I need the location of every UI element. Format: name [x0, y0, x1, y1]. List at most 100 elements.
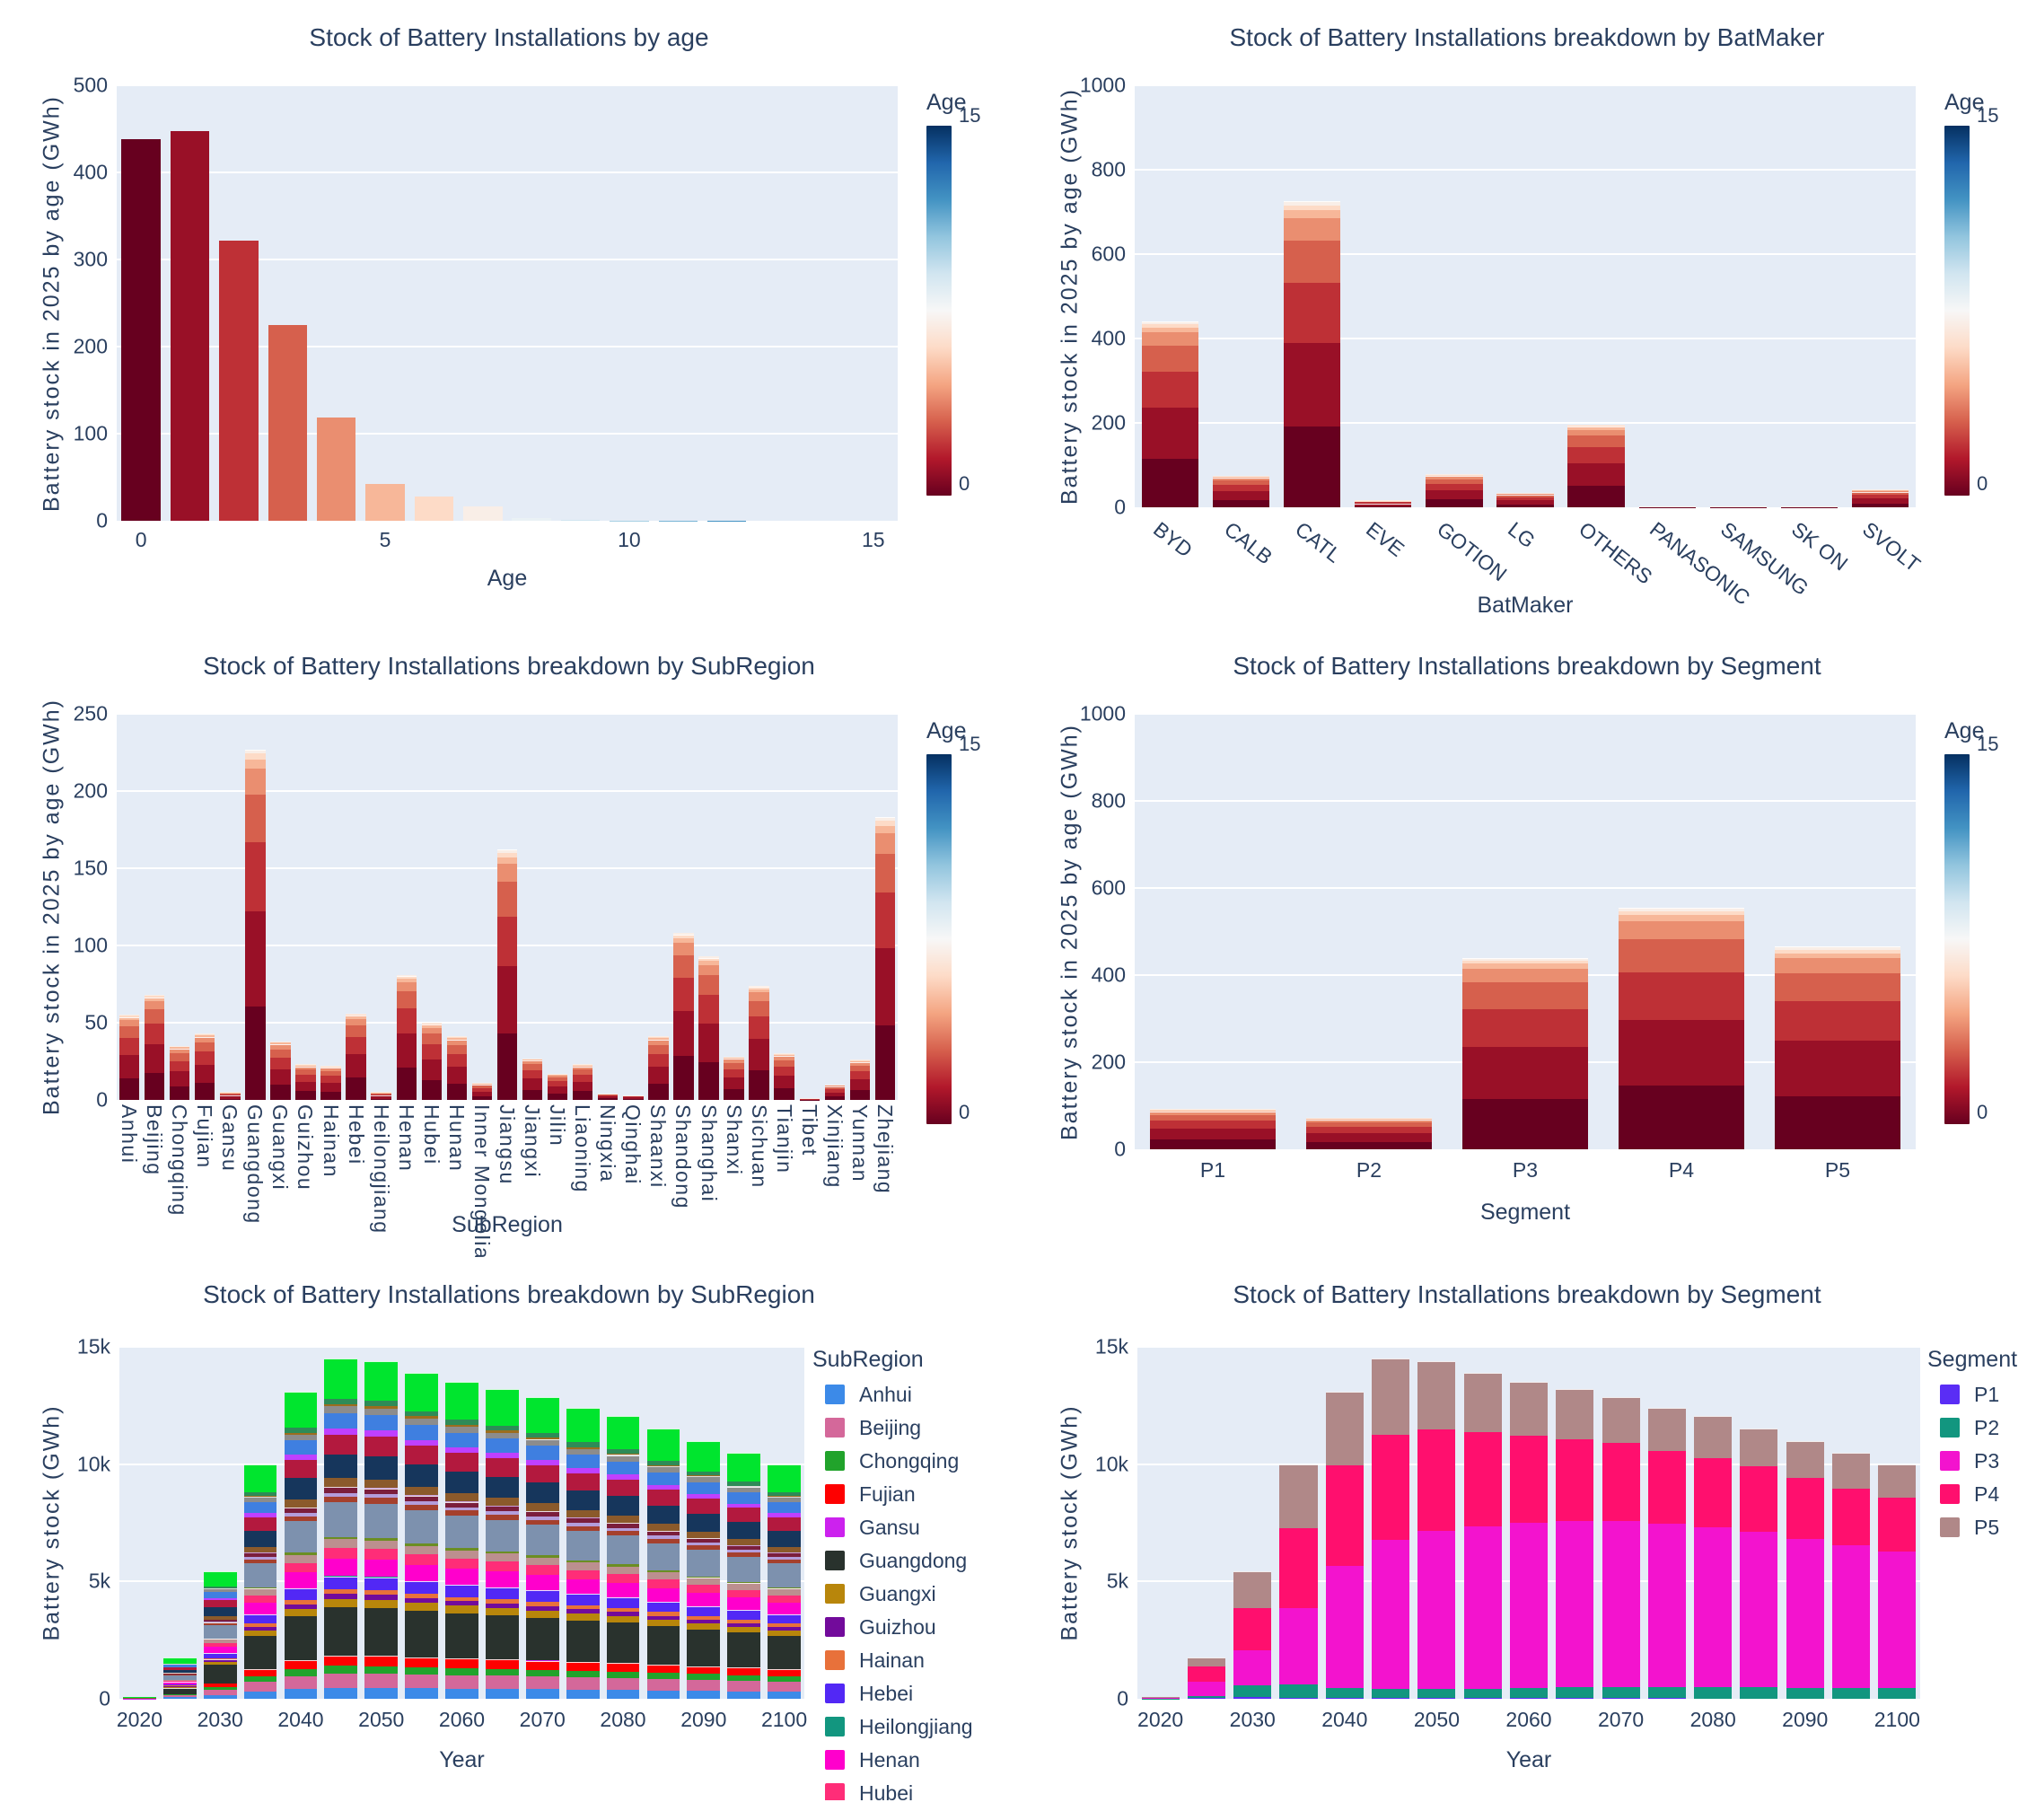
- bar-segment[interactable]: [1775, 1040, 1900, 1096]
- bar-segment[interactable]: [525, 1397, 559, 1433]
- bar-segment[interactable]: [463, 506, 503, 521]
- bar-segment[interactable]: [768, 1675, 801, 1682]
- bar-segment[interactable]: [849, 1060, 871, 1062]
- bar-segment[interactable]: [471, 1083, 493, 1085]
- bar-segment[interactable]: [646, 1625, 680, 1666]
- bar-segment[interactable]: [598, 1096, 619, 1099]
- bar-segment[interactable]: [496, 915, 518, 966]
- bar-segment[interactable]: [727, 1490, 761, 1504]
- bar-segment[interactable]: [648, 1036, 669, 1038]
- legend-item-guizhou[interactable]: Guizhou: [812, 1615, 996, 1639]
- bar-segment[interactable]: [471, 1095, 493, 1100]
- bar-segment[interactable]: [471, 1083, 493, 1084]
- bar-segment[interactable]: [220, 1092, 241, 1093]
- bar-segment[interactable]: [324, 1428, 358, 1435]
- legend-item-p2[interactable]: P2: [1927, 1416, 2017, 1439]
- bar-segment[interactable]: [698, 974, 719, 996]
- bar-segment[interactable]: [1279, 1607, 1318, 1684]
- bar-segment[interactable]: [768, 1629, 801, 1636]
- bar-segment[interactable]: [648, 1053, 669, 1067]
- bar-segment[interactable]: [496, 856, 518, 865]
- bar-segment[interactable]: [1832, 1487, 1871, 1545]
- bar-segment[interactable]: [324, 1672, 358, 1688]
- bar-segment[interactable]: [698, 1061, 719, 1100]
- bar-segment[interactable]: [1496, 495, 1554, 498]
- bar-segment[interactable]: [1463, 1372, 1502, 1433]
- bar-segment[interactable]: [1567, 425, 1625, 427]
- bar-segment[interactable]: [320, 1066, 341, 1067]
- bar-segment[interactable]: [648, 1083, 669, 1100]
- bar-segment[interactable]: [1306, 1118, 1432, 1119]
- bar-segment[interactable]: [1556, 1389, 1594, 1439]
- bar-segment[interactable]: [144, 1007, 165, 1024]
- bar-segment[interactable]: [547, 1086, 568, 1095]
- bar-segment[interactable]: [446, 1038, 468, 1041]
- bar-segment[interactable]: [295, 1066, 316, 1070]
- bar-segment[interactable]: [648, 1038, 669, 1041]
- bar-segment[interactable]: [1638, 506, 1696, 507]
- bar-segment[interactable]: [1284, 204, 1341, 211]
- bar-segment[interactable]: [687, 1690, 721, 1699]
- bar-segment[interactable]: [245, 759, 266, 769]
- bar-segment[interactable]: [1233, 1696, 1272, 1699]
- bar-segment[interactable]: [284, 1434, 318, 1441]
- bar-segment[interactable]: [1832, 1543, 1871, 1688]
- bar-segment[interactable]: [485, 1561, 519, 1572]
- bar-segment[interactable]: [445, 1426, 478, 1433]
- bar-segment[interactable]: [768, 1690, 801, 1699]
- bar-segment[interactable]: [1417, 1429, 1456, 1531]
- bar-segment[interactable]: [1372, 1358, 1410, 1435]
- bar-segment[interactable]: [566, 1561, 600, 1570]
- bar-segment[interactable]: [648, 1065, 669, 1085]
- bar-segment[interactable]: [525, 1675, 559, 1690]
- bar-segment[interactable]: [446, 1083, 468, 1100]
- bar-segment[interactable]: [445, 1658, 478, 1668]
- bar-segment[interactable]: [324, 1665, 358, 1674]
- bar-segment[interactable]: [727, 1507, 761, 1523]
- bar-segment[interactable]: [522, 1077, 543, 1090]
- bar-segment[interactable]: [673, 935, 694, 939]
- bar-segment[interactable]: [1638, 506, 1696, 508]
- bar-segment[interactable]: [1150, 1120, 1276, 1129]
- bar-segment[interactable]: [849, 1059, 871, 1060]
- bar-segment[interactable]: [799, 1099, 820, 1100]
- bar-segment[interactable]: [1567, 446, 1625, 464]
- bar-segment[interactable]: [284, 1391, 318, 1429]
- bar-segment[interactable]: [1780, 506, 1838, 507]
- bar-segment[interactable]: [525, 1444, 559, 1460]
- bar-segment[interactable]: [572, 1073, 593, 1082]
- bar-segment[interactable]: [1213, 477, 1270, 481]
- bar-segment[interactable]: [446, 1037, 468, 1039]
- legend-item-guangxi[interactable]: Guangxi: [812, 1582, 996, 1605]
- bar-segment[interactable]: [364, 1429, 399, 1437]
- bar-segment[interactable]: [606, 1663, 640, 1672]
- legend-item-chongqing[interactable]: Chongqing: [812, 1449, 996, 1473]
- bar-segment[interactable]: [874, 824, 896, 833]
- bar-segment[interactable]: [220, 1093, 241, 1095]
- bar-segment[interactable]: [1213, 498, 1270, 507]
- legend-item-beijing[interactable]: Beijing: [812, 1416, 996, 1439]
- bar-segment[interactable]: [270, 1044, 291, 1050]
- bar-segment[interactable]: [162, 1685, 197, 1687]
- bar-segment[interactable]: [799, 1098, 820, 1099]
- bar-segment[interactable]: [623, 1098, 644, 1100]
- bar-segment[interactable]: [774, 1053, 794, 1054]
- bar-segment[interactable]: [364, 1539, 399, 1550]
- bar-segment[interactable]: [687, 1678, 721, 1692]
- bar-segment[interactable]: [485, 1452, 519, 1459]
- bar-segment[interactable]: [364, 1399, 399, 1407]
- bar-segment[interactable]: [1325, 1464, 1364, 1567]
- bar-segment[interactable]: [445, 1687, 478, 1699]
- bar-segment[interactable]: [525, 1510, 559, 1512]
- bar-segment[interactable]: [566, 1466, 600, 1473]
- bar-segment[interactable]: [243, 1629, 277, 1636]
- bar-segment[interactable]: [1306, 1119, 1432, 1123]
- bar-segment[interactable]: [364, 1606, 399, 1657]
- bar-segment[interactable]: [445, 1515, 478, 1549]
- bar-segment[interactable]: [445, 1431, 478, 1448]
- bar-segment[interactable]: [195, 1033, 215, 1036]
- bar-segment[interactable]: [646, 1672, 680, 1679]
- bar-segment[interactable]: [1233, 1607, 1272, 1651]
- bar-segment[interactable]: [295, 1073, 316, 1082]
- bar-segment[interactable]: [324, 1486, 358, 1488]
